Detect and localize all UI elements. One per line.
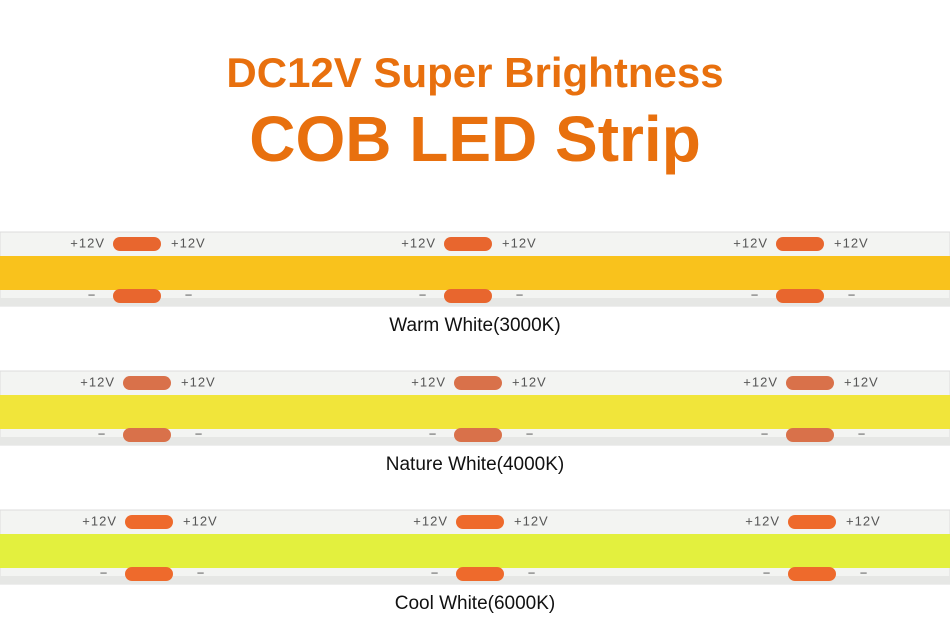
strip-label: Nature White(4000K): [386, 454, 564, 475]
light-band: [0, 534, 950, 568]
plus-label: +12V: [514, 513, 549, 528]
plus-label: +12V: [80, 374, 115, 389]
minus-label: −: [429, 426, 438, 441]
minus-label: −: [88, 287, 97, 302]
minus-label: −: [761, 426, 770, 441]
plus-label: +12V: [183, 513, 218, 528]
minus-label: −: [100, 565, 109, 580]
minus-label: −: [419, 287, 428, 302]
plus-label: +12V: [82, 513, 117, 528]
minus-label: −: [528, 565, 537, 580]
minus-label: −: [751, 287, 760, 302]
solder-pad: [113, 237, 161, 251]
light-band: [0, 256, 950, 290]
title-line-2: COB LED Strip: [249, 103, 701, 175]
solder-pad: [456, 567, 504, 581]
solder-pad: [456, 515, 504, 529]
plus-label: +12V: [846, 513, 881, 528]
solder-pad: [786, 376, 834, 390]
plus-label: +12V: [745, 513, 780, 528]
plus-label: +12V: [411, 374, 446, 389]
led-strip: +12V +12V − − +12V +12V − − +12V +12V − −: [0, 509, 950, 585]
solder-pad: [454, 376, 502, 390]
solder-pad: [123, 376, 171, 390]
minus-label: −: [526, 426, 535, 441]
minus-label: −: [185, 287, 194, 302]
plus-label: +12V: [70, 235, 105, 250]
led-strip: +12V +12V − − +12V +12V − − +12V +12V − −: [0, 231, 950, 307]
minus-label: −: [431, 565, 440, 580]
minus-label: −: [763, 565, 772, 580]
light-band: [0, 395, 950, 429]
solder-pad: [786, 428, 834, 442]
plus-label: +12V: [401, 235, 436, 250]
plus-label: +12V: [502, 235, 537, 250]
solder-pad: [454, 428, 502, 442]
minus-label: −: [860, 565, 869, 580]
plus-label: +12V: [512, 374, 547, 389]
minus-label: −: [197, 565, 206, 580]
plus-label: +12V: [171, 235, 206, 250]
led-strip: +12V +12V − − +12V +12V − − +12V +12V − −: [0, 370, 950, 446]
solder-pad: [125, 515, 173, 529]
plus-label: +12V: [844, 374, 879, 389]
plus-label: +12V: [834, 235, 869, 250]
plus-label: +12V: [733, 235, 768, 250]
solder-pad: [125, 567, 173, 581]
solder-pad: [788, 515, 836, 529]
plus-label: +12V: [181, 374, 216, 389]
solder-pad: [776, 289, 824, 303]
solder-pad: [776, 237, 824, 251]
strip-label: Cool White(6000K): [395, 593, 556, 614]
title-line-1: DC12V Super Brightness: [226, 49, 723, 96]
minus-label: −: [195, 426, 204, 441]
minus-label: −: [858, 426, 867, 441]
plus-label: +12V: [743, 374, 778, 389]
minus-label: −: [98, 426, 107, 441]
minus-label: −: [848, 287, 857, 302]
plus-label: +12V: [413, 513, 448, 528]
strip-label: Warm White(3000K): [389, 315, 560, 336]
solder-pad: [788, 567, 836, 581]
solder-pad: [444, 237, 492, 251]
solder-pad: [113, 289, 161, 303]
solder-pad: [123, 428, 171, 442]
solder-pad: [444, 289, 492, 303]
minus-label: −: [516, 287, 525, 302]
